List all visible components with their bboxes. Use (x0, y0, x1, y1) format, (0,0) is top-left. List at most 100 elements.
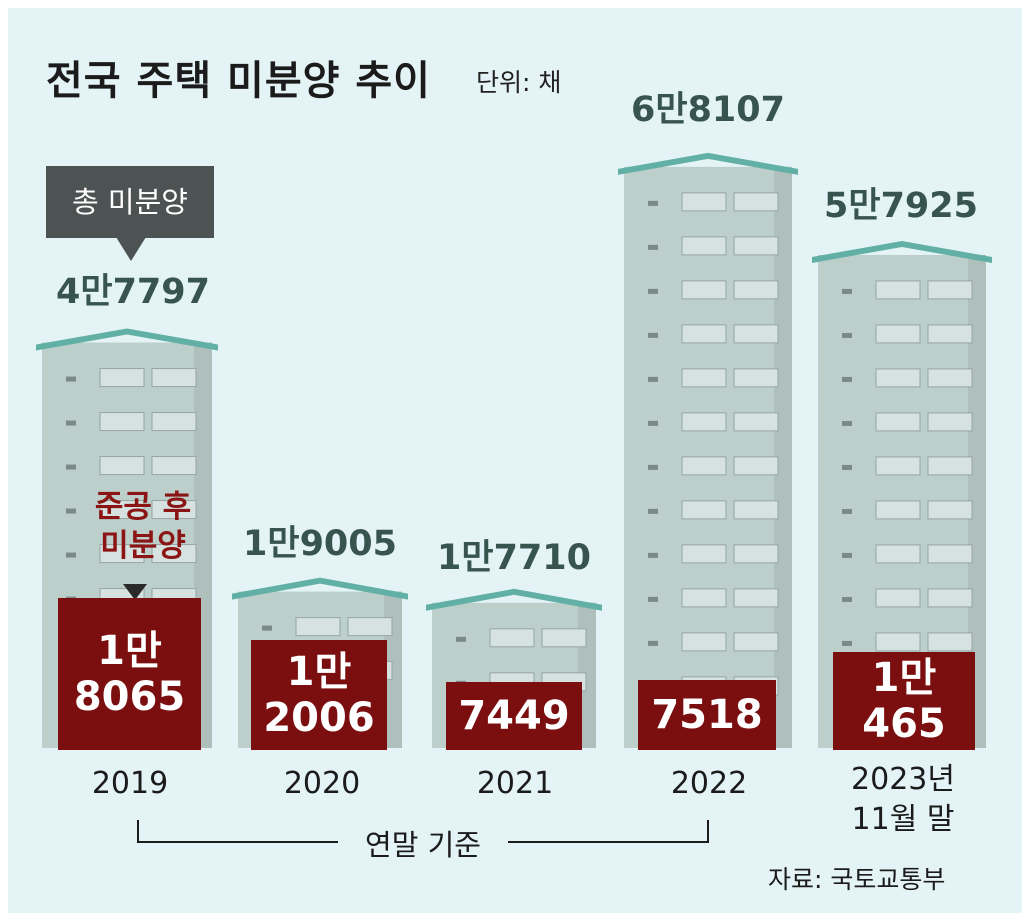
window-right-2023 (927, 456, 973, 476)
window-small-2022 (648, 244, 658, 250)
window-left-2022 (681, 324, 727, 344)
window-right-2019 (151, 500, 197, 520)
year-label-2019: 2019 (91, 766, 169, 801)
window-right-2022 (733, 544, 779, 564)
window-right-2023 (927, 500, 973, 520)
window-small-2022 (648, 420, 658, 426)
window-left-2023 (875, 456, 921, 476)
window-right-2023 (927, 412, 973, 432)
window-left-2022 (681, 588, 727, 608)
total-label-2021: 1만7710 (437, 538, 591, 578)
window-small-2019 (66, 508, 76, 514)
window-left-2019 (99, 412, 145, 432)
window-left-2023 (875, 324, 921, 344)
window-left-2022 (681, 456, 727, 476)
window-right-2021 (541, 628, 587, 648)
source-note: 자료: 국토교통부 (768, 865, 946, 894)
window-right-2023 (927, 368, 973, 388)
window-left-2022 (681, 500, 727, 520)
window-right-2019 (151, 456, 197, 476)
chart-title: 전국 주택 미분양 추이 (46, 58, 431, 104)
year-end-basis-note: 연말 기준 (338, 822, 508, 864)
total-label-2019: 4만7797 (56, 272, 210, 312)
window-small-2023 (842, 508, 852, 514)
building-roof-2019 (36, 328, 218, 351)
window-small-2023 (842, 640, 852, 646)
window-small-2019 (66, 552, 76, 558)
building-roof-2020 (232, 577, 408, 600)
window-small-2022 (648, 200, 658, 206)
window-left-2019 (99, 368, 145, 388)
building-roof-2022 (618, 152, 798, 175)
window-small-2023 (842, 552, 852, 558)
year-label-2022: 2022 (670, 766, 748, 801)
year-label-2020: 2020 (283, 766, 361, 801)
completed-box-2021: 7449 (446, 682, 582, 750)
window-left-2022 (681, 280, 727, 300)
window-small-2023 (842, 332, 852, 338)
window-left-2019 (99, 456, 145, 476)
window-small-2023 (842, 288, 852, 294)
window-left-2022 (681, 412, 727, 432)
window-left-2021 (489, 628, 535, 648)
window-small-2021 (456, 636, 466, 642)
year-label-2023: 2023년 11월 말 (851, 762, 955, 837)
chart-canvas: 전국 주택 미분양 추이 단위: 채 총 미분양 4만7797 1만9005 1… (8, 8, 1022, 913)
window-small-2020 (262, 625, 272, 631)
window-left-2023 (875, 412, 921, 432)
total-label-2023: 5만7925 (824, 186, 978, 226)
window-small-2019 (66, 464, 76, 470)
window-small-2023 (842, 420, 852, 426)
building-roof-2023 (812, 240, 992, 263)
window-right-2022 (733, 412, 779, 432)
window-small-2023 (842, 376, 852, 382)
window-left-2022 (681, 192, 727, 212)
completed-box-2019: 1만 8065 (58, 598, 201, 750)
window-left-2019 (99, 544, 145, 564)
window-right-2023 (927, 632, 973, 652)
window-left-2019 (99, 500, 145, 520)
window-right-2022 (733, 632, 779, 652)
window-right-2022 (733, 456, 779, 476)
window-small-2022 (648, 552, 658, 558)
window-small-2022 (648, 508, 658, 514)
window-left-2023 (875, 632, 921, 652)
total-label-2022: 6만8107 (631, 90, 785, 130)
total-unsold-callout: 총 미분양 (46, 166, 214, 238)
window-left-2020 (295, 617, 341, 637)
window-right-2022 (733, 280, 779, 300)
window-right-2022 (733, 368, 779, 388)
window-left-2023 (875, 368, 921, 388)
window-left-2022 (681, 632, 727, 652)
window-small-2019 (66, 420, 76, 426)
completed-box-2022: 7518 (638, 680, 776, 750)
window-right-2019 (151, 544, 197, 564)
window-small-2022 (648, 640, 658, 646)
window-left-2022 (681, 544, 727, 564)
window-small-2022 (648, 288, 658, 294)
window-right-2022 (733, 588, 779, 608)
window-small-2022 (648, 332, 658, 338)
window-left-2022 (681, 368, 727, 388)
down-arrow-icon (123, 584, 147, 600)
window-right-2023 (927, 588, 973, 608)
window-small-2022 (648, 376, 658, 382)
window-left-2023 (875, 544, 921, 564)
window-small-2022 (648, 596, 658, 602)
window-right-2022 (733, 192, 779, 212)
year-label-2021: 2021 (476, 766, 554, 801)
window-right-2019 (151, 368, 197, 388)
callout-tail (116, 237, 146, 261)
completed-box-2020: 1만 2006 (251, 640, 387, 750)
window-left-2023 (875, 500, 921, 520)
unit-label: 단위: 채 (476, 68, 562, 97)
total-label-2020: 1만9005 (243, 524, 397, 564)
completed-unsold-callout: 준공 후 미분양 (94, 489, 192, 564)
window-right-2020 (347, 617, 393, 637)
window-left-2023 (875, 588, 921, 608)
window-small-2022 (648, 464, 658, 470)
window-small-2023 (842, 464, 852, 470)
window-small-2019 (66, 376, 76, 382)
window-right-2022 (733, 236, 779, 256)
window-left-2023 (875, 280, 921, 300)
